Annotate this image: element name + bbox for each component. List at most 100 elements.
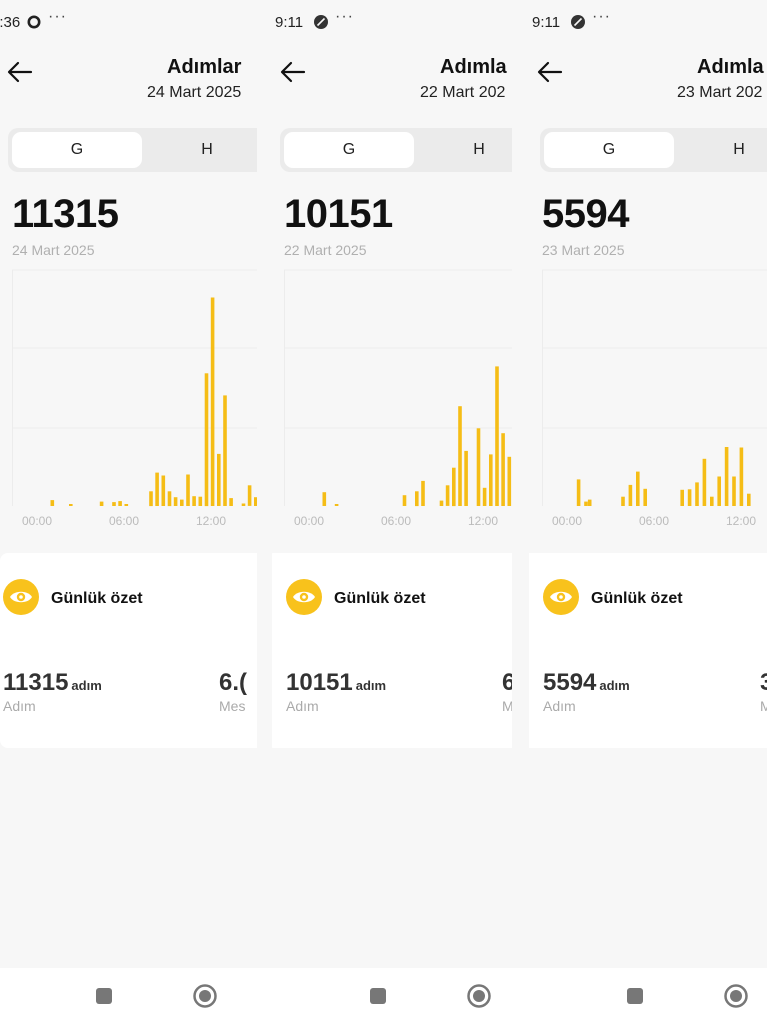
step-bar[interactable]	[458, 406, 462, 506]
step-bar[interactable]	[210, 297, 215, 507]
steps-unit: adım	[355, 678, 387, 693]
recents-button[interactable]	[627, 988, 643, 1004]
recents-button[interactable]	[96, 988, 112, 1004]
step-bar[interactable]	[587, 499, 592, 506]
tab-day[interactable]: G	[12, 132, 142, 168]
step-bar[interactable]	[421, 480, 425, 506]
status-time: 5:36	[0, 14, 21, 31]
x-tick-label: 00:00	[22, 514, 52, 528]
back-arrow-icon[interactable]	[5, 57, 35, 87]
selected-date: 23 Mart 2025	[542, 242, 625, 258]
step-bar[interactable]	[415, 491, 419, 507]
step-bar[interactable]	[254, 497, 257, 506]
step-bar[interactable]	[445, 485, 450, 506]
step-bar[interactable]	[149, 491, 153, 507]
step-bar[interactable]	[198, 496, 203, 506]
tab-week[interactable]: H	[733, 141, 745, 158]
eye-icon	[286, 579, 322, 615]
tab-day[interactable]: G	[544, 132, 674, 168]
step-bar[interactable]	[124, 504, 129, 506]
step-bar[interactable]	[161, 475, 166, 507]
step-bar[interactable]	[173, 497, 178, 506]
step-bar[interactable]	[464, 450, 468, 506]
step-bar[interactable]	[680, 489, 684, 506]
hourly-steps-chart[interactable]: 00:00 06:00 12:00	[284, 268, 512, 536]
step-bar[interactable]	[452, 467, 456, 507]
step-bar[interactable]	[621, 496, 625, 506]
tab-week[interactable]: H	[473, 141, 485, 158]
x-tick-label: 00:00	[294, 514, 324, 528]
step-bar[interactable]	[495, 366, 499, 506]
daily-summary-card[interactable]: Günlük özet 11315 adım Adım 6.( Mes	[0, 553, 257, 748]
step-bar[interactable]	[180, 499, 184, 506]
step-bar[interactable]	[636, 471, 640, 506]
step-bar[interactable]	[247, 485, 252, 506]
step-bar[interactable]	[402, 495, 407, 506]
steps-number: 11315	[3, 669, 69, 696]
step-bar[interactable]	[717, 476, 721, 507]
step-bar[interactable]	[112, 502, 116, 506]
screen-content: 5:36 ··· Adımlar 24 Mart 2025 G H 11315 …	[0, 0, 257, 1024]
more-dots-icon: ···	[335, 8, 354, 25]
step-bar[interactable]	[118, 501, 122, 506]
daily-summary-card[interactable]: Günlük özet 5594 adım Adım 3 M	[529, 553, 767, 748]
step-bar[interactable]	[204, 373, 209, 507]
step-bar[interactable]	[702, 458, 707, 506]
step-bar[interactable]	[501, 433, 505, 506]
step-bar[interactable]	[576, 479, 581, 506]
step-bar[interactable]	[643, 488, 647, 506]
x-tick-label: 12:00	[468, 514, 498, 528]
step-bar[interactable]	[628, 484, 633, 506]
step-bar[interactable]	[724, 447, 729, 506]
step-bar[interactable]	[217, 453, 221, 506]
step-bar[interactable]	[322, 492, 327, 506]
hourly-steps-chart[interactable]: 00:00 06:00 12:00	[542, 268, 767, 536]
step-bar[interactable]	[489, 454, 493, 506]
period-tabs: G H	[8, 128, 257, 172]
step-bar[interactable]	[186, 474, 190, 507]
home-button[interactable]	[723, 983, 749, 1009]
step-bar[interactable]	[507, 456, 512, 506]
step-bar[interactable]	[167, 491, 172, 507]
steps-unit: adım	[71, 678, 102, 693]
recents-button[interactable]	[370, 988, 386, 1004]
screen-content: 9:11 ··· Adımla 23 Mart 202 G H 5594 23 …	[529, 0, 767, 1024]
eye-icon	[3, 579, 39, 615]
hourly-steps-chart[interactable]: 00:00 06:00 12:00	[12, 268, 257, 536]
step-bar[interactable]	[50, 500, 55, 506]
x-tick-label: 12:00	[196, 514, 226, 528]
back-arrow-icon[interactable]	[278, 57, 308, 87]
step-bar[interactable]	[747, 493, 751, 506]
step-bar[interactable]	[739, 447, 744, 507]
page-date: 23 Mart 202	[677, 84, 763, 101]
step-bar[interactable]	[241, 503, 246, 507]
tab-week[interactable]: H	[201, 141, 213, 158]
x-tick-label: 06:00	[109, 514, 139, 528]
step-bar[interactable]	[695, 482, 699, 506]
step-bar[interactable]	[439, 500, 444, 506]
eye-icon	[543, 579, 579, 615]
step-bar[interactable]	[584, 501, 588, 506]
step-bar[interactable]	[334, 504, 339, 506]
home-button[interactable]	[466, 983, 492, 1009]
step-bar[interactable]	[229, 498, 233, 506]
home-button[interactable]	[192, 983, 218, 1009]
step-bar[interactable]	[476, 428, 481, 506]
back-arrow-icon[interactable]	[535, 57, 565, 87]
daily-summary-card[interactable]: Günlük özet 10151 adım Adım 6 M	[272, 553, 512, 748]
summary-title: Günlük özet	[334, 590, 426, 607]
step-bar[interactable]	[192, 496, 196, 506]
step-bar[interactable]	[99, 501, 104, 506]
x-tick-label: 12:00	[726, 514, 756, 528]
step-bar[interactable]	[223, 395, 227, 506]
step-bar[interactable]	[155, 472, 159, 506]
steps-value: 10151 adım	[286, 669, 386, 697]
step-bar[interactable]	[69, 504, 73, 506]
step-bar[interactable]	[732, 476, 736, 507]
step-bar[interactable]	[710, 496, 714, 506]
tab-day[interactable]: G	[284, 132, 414, 168]
step-bar[interactable]	[482, 487, 487, 506]
distance-label: Mes	[219, 698, 246, 714]
screen-panel-2: 9:11 ··· Adımla 22 Mart 202 G H 10151 22…	[272, 0, 512, 1024]
step-bar[interactable]	[687, 489, 692, 506]
